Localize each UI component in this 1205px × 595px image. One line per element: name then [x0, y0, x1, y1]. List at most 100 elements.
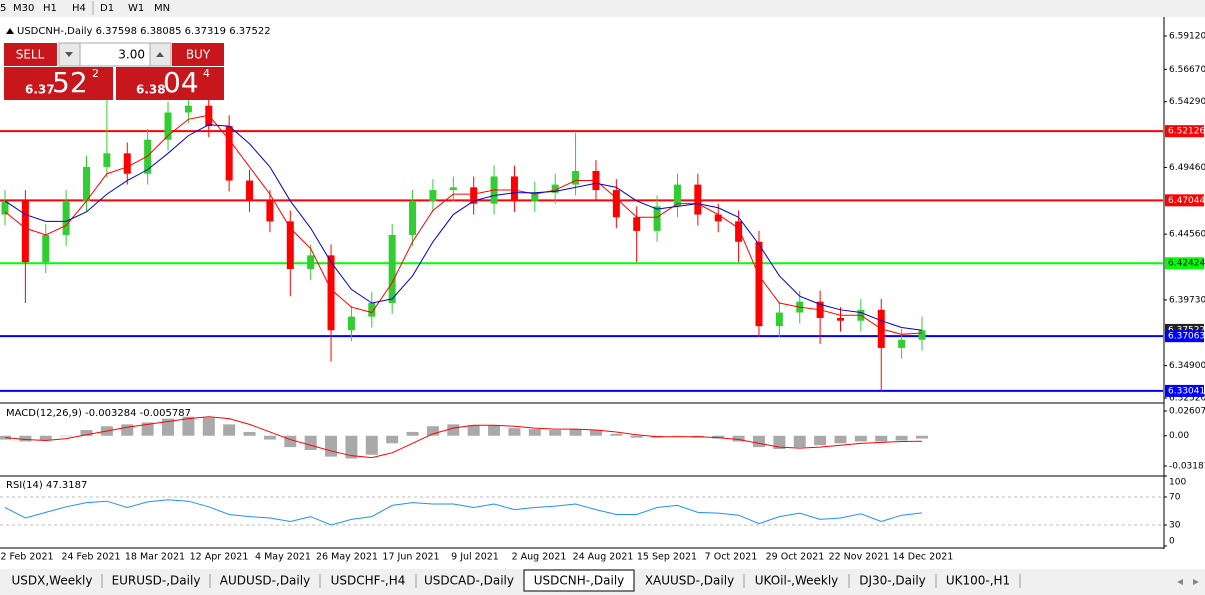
macd-histogram-bar — [508, 428, 521, 436]
macd-histogram-bar — [325, 435, 338, 457]
timeframe-button[interactable]: 5 — [0, 3, 6, 14]
timeframe-button[interactable]: MN — [154, 3, 170, 14]
tab-label[interactable]: USDCNH-,Daily — [534, 574, 625, 588]
date-label: 24 Feb 2021 — [61, 552, 120, 563]
tab[interactable] — [637, 572, 742, 590]
tab-label[interactable]: USDCAD-,Daily — [424, 574, 514, 588]
date-label: 14 Dec 2021 — [893, 552, 954, 563]
macd-histogram-bar — [814, 435, 827, 446]
candle-body — [836, 317, 844, 321]
candle-body — [470, 187, 478, 204]
macd-histogram-bar — [284, 435, 297, 448]
chart-area — [0, 17, 1205, 549]
buy-label[interactable]: BUY — [186, 48, 211, 62]
tab-label[interactable]: USDCHF-,H4 — [331, 574, 406, 588]
tab-label[interactable]: UKOil-,Weekly — [755, 574, 839, 588]
tab[interactable] — [104, 572, 208, 590]
timeframe-button[interactable]: W1 — [128, 3, 144, 14]
y-tick-label: 6.59120 — [1169, 32, 1205, 42]
macd-histogram-bar — [39, 435, 52, 441]
bid-box[interactable] — [4, 67, 113, 100]
rsi-tick-label: 30 — [1169, 521, 1181, 531]
candle-body — [735, 221, 743, 242]
collapse-icon[interactable] — [6, 28, 14, 34]
tab-label[interactable]: USDX,Weekly — [12, 574, 93, 588]
trade-panel: SELL 3.00 BUY 6.37 52 2 6.38 04 4 — [4, 42, 224, 100]
macd-histogram-bar — [80, 430, 93, 436]
tab-label[interactable]: EURUSD-,Daily — [112, 574, 201, 588]
macd-histogram-bar — [671, 435, 684, 437]
candle-body — [266, 200, 274, 222]
macd-histogram-bar — [467, 425, 480, 436]
scroll-left[interactable] — [1177, 579, 1183, 585]
lots-value: 3.00 — [118, 48, 145, 62]
sell-label[interactable]: SELL — [16, 48, 45, 62]
tab[interactable] — [322, 572, 414, 590]
date-label: 26 May 2021 — [316, 552, 378, 563]
sell-button[interactable] — [4, 43, 57, 66]
tab-label[interactable]: UK100-,H1 — [946, 574, 1010, 588]
macd-histogram-bar — [202, 417, 215, 436]
macd-tick-label: -0.03187 — [1169, 462, 1205, 472]
timeframe-button[interactable]: H1 — [43, 3, 57, 14]
candle-body — [551, 184, 559, 193]
date-label: 7 Oct 2021 — [705, 552, 758, 563]
y-tick-label: 6.56670 — [1169, 65, 1205, 75]
buy-button[interactable] — [172, 43, 224, 66]
tab[interactable] — [212, 572, 318, 590]
active-tab[interactable] — [523, 569, 635, 592]
macd-histogram-bar — [895, 435, 908, 441]
macd-tick-label: 0.00 — [1169, 431, 1189, 441]
down-arrow — [65, 52, 73, 57]
tab[interactable] — [851, 572, 934, 590]
macd-histogram-bar — [406, 431, 419, 436]
ask-big: 6.38 — [136, 83, 166, 97]
level-label-box — [1165, 330, 1204, 343]
macd-histogram-bar — [752, 435, 765, 448]
candle-body — [898, 339, 906, 348]
level-label: 6.42424 — [1168, 259, 1205, 269]
rsi-label: RSI(14) 47.3187 — [6, 480, 87, 491]
macd-histogram-bar — [834, 435, 847, 444]
candle-body — [225, 126, 233, 181]
tab[interactable] — [4, 572, 100, 590]
macd-histogram-bar — [875, 435, 888, 442]
ask-fraction: 4 — [203, 67, 210, 80]
candle-body — [164, 112, 172, 140]
candle-body — [612, 190, 620, 218]
macd-histogram-bar — [528, 429, 541, 436]
candle-body — [62, 200, 70, 235]
candle-body — [144, 139, 152, 174]
candle-body — [246, 180, 254, 201]
tab[interactable] — [418, 572, 520, 590]
timeframe-button[interactable]: M30 — [13, 3, 34, 14]
macd-histogram-bar — [447, 424, 460, 436]
timeframe-button[interactable]: H4 — [72, 3, 86, 14]
macd-histogram-bar — [121, 424, 134, 436]
date-label: 15 Sep 2021 — [637, 552, 697, 563]
tab-label[interactable]: XAUUSD-,Daily — [645, 574, 734, 588]
bid-fraction: 2 — [92, 67, 99, 80]
ask-box[interactable] — [116, 67, 224, 100]
tab-label[interactable]: AUDUSD-,Daily — [220, 574, 310, 588]
macd-signal-line — [4, 416, 923, 459]
macd-histogram-bar — [589, 430, 602, 436]
timeframe-button[interactable]: D1 — [100, 3, 114, 14]
level-label: 6.52126 — [1168, 127, 1205, 137]
date-label: 17 Jun 2021 — [382, 552, 439, 563]
candle-body — [42, 234, 50, 263]
y-tick-label: 6.44560 — [1169, 230, 1205, 240]
tab[interactable] — [746, 572, 847, 590]
tab-label[interactable]: DJ30-,Daily — [859, 574, 926, 588]
date-label: 18 Mar 2021 — [125, 552, 185, 563]
scroll-right[interactable] — [1193, 579, 1199, 585]
toolbar — [0, 0, 1205, 17]
candle-body — [572, 171, 580, 185]
candle-body — [449, 187, 457, 191]
tab[interactable] — [938, 572, 1018, 590]
level-label-box — [1165, 194, 1204, 207]
candle-body — [714, 214, 722, 222]
level-label: 6.37063 — [1168, 332, 1205, 342]
macd-histogram-bar — [793, 435, 806, 448]
